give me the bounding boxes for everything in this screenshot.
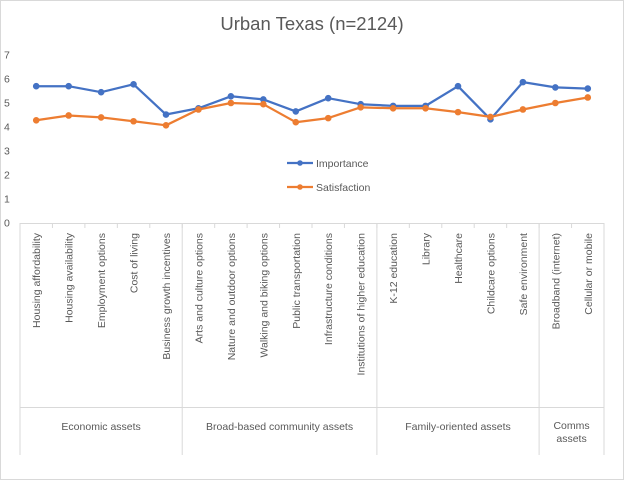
data-point-importance: [292, 108, 300, 115]
legend-marker-satisfaction: [297, 184, 303, 190]
data-point-importance: [227, 92, 235, 100]
data-point-satisfaction: [97, 114, 105, 121]
y-tick-label: 6: [4, 74, 10, 86]
y-tick-label: 1: [4, 194, 10, 206]
data-point-importance: [97, 88, 105, 96]
data-point-importance: [454, 82, 462, 90]
x-tick-label: Housing affordability: [31, 232, 43, 328]
data-point-satisfaction: [584, 94, 592, 101]
x-tick-label: Arts and culture options: [193, 233, 205, 343]
x-tick-label: Walking and biking options: [258, 233, 270, 358]
data-point-satisfaction: [130, 117, 137, 125]
data-point-importance: [584, 85, 592, 92]
group-label: Comms: [553, 420, 589, 432]
group-label: Economic assets: [61, 421, 140, 433]
data-point-importance: [130, 80, 137, 88]
x-tick-label: Childcare options: [485, 233, 497, 314]
data-point-importance: [65, 82, 72, 90]
y-tick-label: 5: [4, 98, 10, 110]
x-tick-label: Cost of living: [129, 233, 141, 293]
series-line-satisfaction: [36, 96, 588, 127]
x-tick-label: Healthcare: [453, 233, 465, 284]
y-tick-label: 7: [4, 50, 10, 62]
data-point-satisfaction: [454, 108, 462, 116]
y-tick-label: 3: [4, 146, 10, 158]
legend-label: Importance: [316, 158, 369, 170]
data-point-satisfaction: [260, 100, 267, 108]
x-tick-label: Nature and outdoor options: [226, 233, 238, 360]
legend: Importance Satisfaction: [287, 158, 370, 194]
data-point-importance: [552, 84, 559, 91]
x-tick-label: Public transportation: [291, 233, 303, 329]
group-label: assets: [556, 433, 586, 445]
data-point-satisfaction: [227, 99, 235, 107]
x-tick-label: Employment options: [96, 233, 108, 328]
x-tick-label: Broadband (internet): [550, 233, 562, 329]
axes: 0 1 2 3 4 5 6 7 Economic assets Broad-based commu…: [4, 50, 605, 455]
y-tick-label: 2: [4, 170, 10, 182]
data-point-importance: [519, 78, 527, 86]
chart-title: Urban Texas (n=2124): [220, 13, 403, 34]
data-point-satisfaction: [65, 112, 72, 119]
data-point-importance: [32, 82, 40, 90]
data-point-satisfaction: [195, 106, 202, 113]
x-tick-label: Institutions of higher education: [356, 233, 368, 376]
x-tick-label: Library: [421, 232, 433, 265]
data-point-satisfaction: [32, 116, 40, 124]
data-point-satisfaction: [357, 104, 364, 111]
x-tick-label: K-12 education: [388, 233, 400, 304]
data-point-importance: [162, 111, 170, 118]
x-tick-label: Housing availability: [64, 232, 76, 323]
series-line-importance: [36, 80, 588, 121]
x-tick-label: Business growth incentives: [161, 233, 173, 360]
plot-series: [32, 78, 592, 129]
data-point-satisfaction: [389, 104, 397, 112]
legend-marker-importance: [297, 160, 303, 166]
y-tick-label: 0: [4, 218, 10, 230]
group-label: Broad-based community assets: [206, 421, 353, 433]
data-point-satisfaction: [292, 118, 300, 126]
data-point-satisfaction: [162, 122, 170, 129]
x-tick-label: Infrastructure conditions: [323, 233, 335, 345]
x-tick-label: Safe environment: [518, 233, 530, 315]
data-point-satisfaction: [519, 106, 527, 113]
data-point-satisfaction: [324, 114, 332, 122]
data-point-importance: [324, 94, 332, 102]
group-label: Family-oriented assets: [405, 421, 511, 433]
data-point-satisfaction: [422, 104, 429, 112]
legend-label: Satisfaction: [316, 182, 370, 194]
data-point-satisfaction: [552, 99, 559, 107]
y-tick-label: 4: [4, 122, 10, 134]
x-tick-label: Cellular or mobile: [583, 233, 595, 315]
data-point-satisfaction: [487, 113, 494, 121]
